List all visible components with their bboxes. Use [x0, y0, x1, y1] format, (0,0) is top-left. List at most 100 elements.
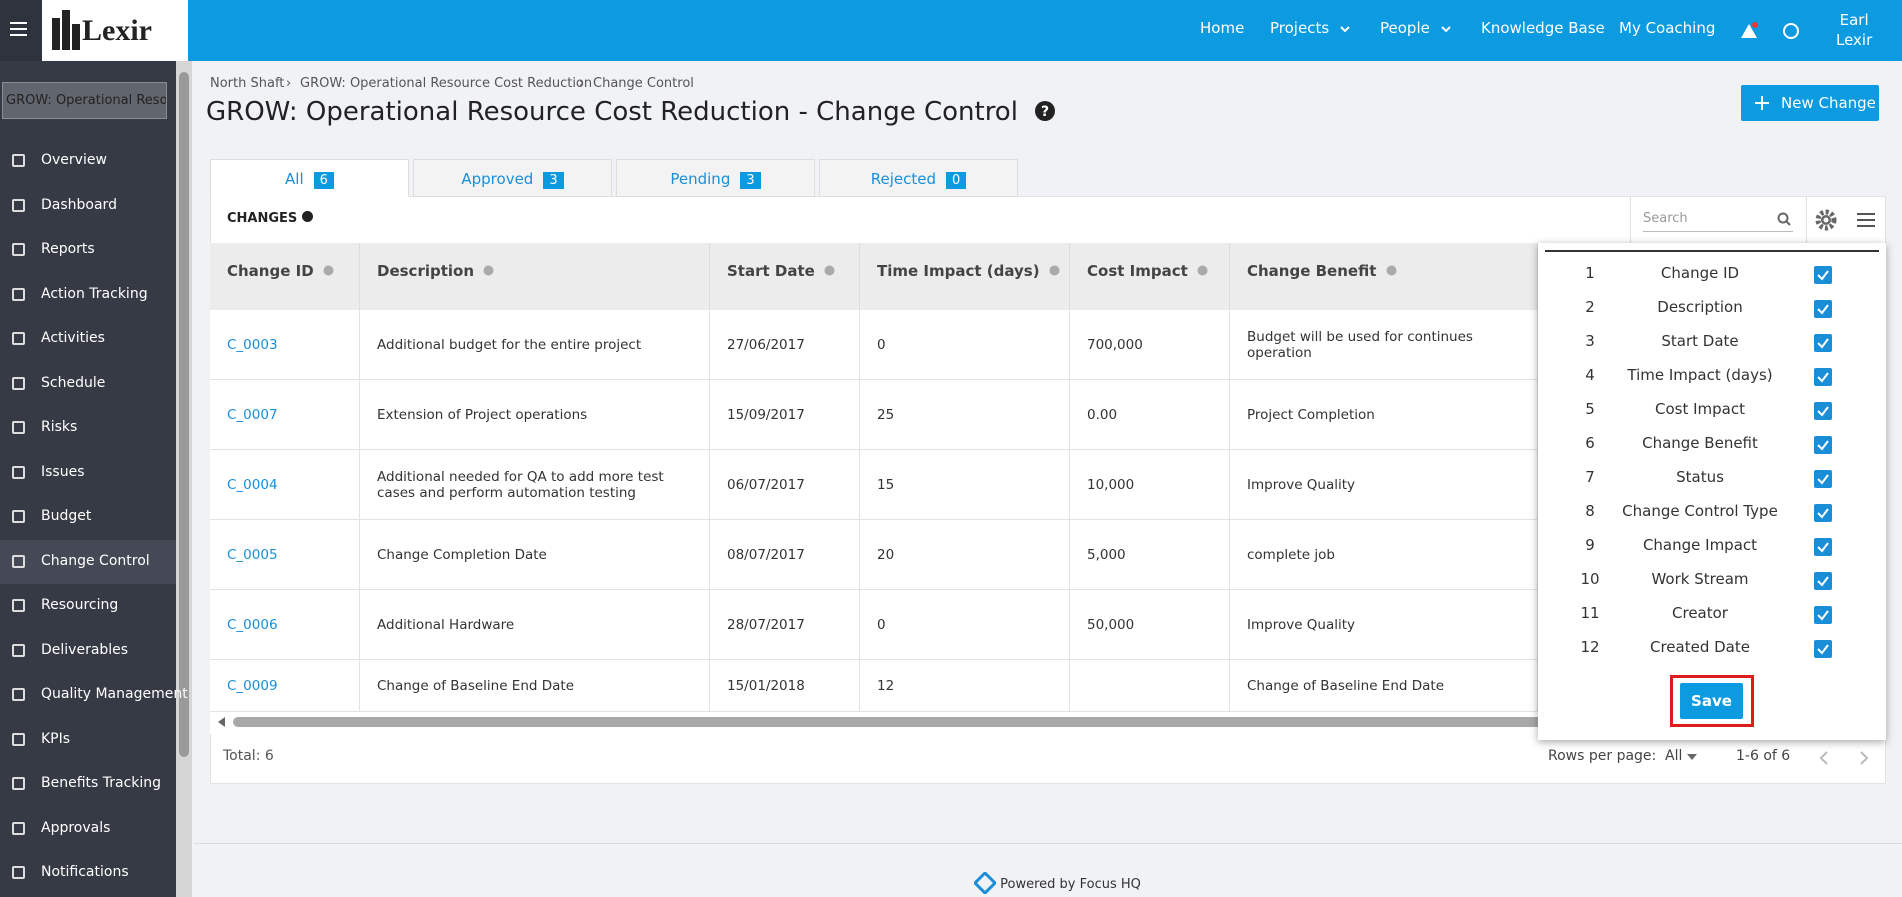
tab[interactable]: Pending 3: [616, 159, 815, 197]
settings-button[interactable]: [1815, 209, 1837, 235]
table-search[interactable]: Search: [1643, 207, 1793, 232]
sidebar-icon: [12, 643, 25, 657]
tab-label: Approved: [461, 170, 534, 188]
sidebar-item[interactable]: Schedule: [0, 362, 176, 406]
cell-text: 15/01/2018: [727, 677, 805, 694]
tab[interactable]: Approved 3: [413, 159, 612, 197]
column-name: Creator: [1672, 604, 1728, 622]
sidebar-item[interactable]: Dashboard: [0, 184, 176, 228]
sidebar-scroll-thumb[interactable]: [179, 72, 189, 757]
tab-count: 3: [740, 172, 761, 189]
sidebar-item[interactable]: Approvals: [0, 807, 176, 851]
cell-text: Change of Baseline End Date: [1247, 677, 1445, 694]
sidebar-icon: [12, 732, 25, 746]
column-checkbox[interactable]: [1814, 504, 1832, 522]
nav-link[interactable]: My Coaching: [1619, 19, 1715, 37]
rows-per-page-select[interactable]: All: [1665, 748, 1697, 764]
scroll-left-arrow[interactable]: [218, 717, 226, 727]
sidebar-item[interactable]: Issues: [0, 451, 176, 495]
sidebar-label: Quality Management: [41, 686, 188, 702]
sidebar-label: Action Tracking: [41, 285, 148, 302]
change-id-link[interactable]: C_0004: [227, 476, 278, 493]
info-icon[interactable]: [301, 211, 313, 222]
tab-label: Pending: [670, 170, 731, 188]
cell-text: Project Completion: [1247, 406, 1375, 423]
help-icon[interactable]: ?: [1034, 100, 1056, 122]
column-checkbox[interactable]: [1814, 470, 1832, 488]
tab[interactable]: Rejected 0: [819, 159, 1018, 197]
change-id-link[interactable]: C_0007: [227, 406, 278, 423]
column-checkbox[interactable]: [1814, 538, 1832, 556]
table-cell: C_0009: [210, 660, 360, 712]
cell-text: Additional needed for QA to add more tes…: [377, 468, 664, 501]
breadcrumb-item[interactable]: GROW: Operational Resource Cost Reductio…: [300, 76, 593, 91]
sidebar-item[interactable]: Notifications: [0, 851, 176, 895]
table-cell: 28/07/2017: [710, 590, 860, 660]
nav-link[interactable]: People: [1380, 19, 1451, 37]
alert-icon[interactable]: [1740, 22, 1758, 44]
change-id-link[interactable]: C_0006: [227, 616, 278, 633]
column-checkbox[interactable]: [1814, 402, 1832, 420]
column-checkbox[interactable]: [1814, 266, 1832, 284]
tab[interactable]: All 6: [210, 159, 409, 197]
user-menu[interactable]: Earl Lexir: [1836, 10, 1872, 50]
sidebar-item[interactable]: Reports: [0, 228, 176, 272]
column-checkbox[interactable]: [1814, 640, 1832, 658]
sidebar-label: KPIs: [41, 730, 71, 747]
info-icon[interactable]: [483, 265, 494, 276]
column-name: Description: [1657, 298, 1743, 316]
sidebar-item[interactable]: Resourcing: [0, 584, 176, 628]
column-checkbox[interactable]: [1814, 300, 1832, 318]
column-header[interactable]: Time Impact (days): [860, 243, 1070, 310]
sidebar-item[interactable]: KPIs: [0, 718, 176, 762]
project-search[interactable]: GROW: Operational Resource Cost Reductio…: [2, 82, 167, 119]
info-icon[interactable]: [1197, 265, 1208, 276]
menu-button[interactable]: [0, 0, 42, 61]
breadcrumb-item[interactable]: North Shaft: [210, 76, 285, 91]
change-id-link[interactable]: C_0009: [227, 677, 278, 694]
new-change-button[interactable]: New Change: [1741, 85, 1879, 121]
prev-page[interactable]: [1819, 750, 1829, 769]
sidebar-item[interactable]: Benefits Tracking: [0, 762, 176, 806]
alert-glyph: [1741, 22, 1758, 38]
cell-text: 10,000: [1087, 476, 1135, 493]
logo[interactable]: Lexir: [42, 0, 188, 61]
save-button[interactable]: Save: [1680, 683, 1743, 719]
nav-link[interactable]: Projects: [1270, 19, 1350, 37]
sidebar-item[interactable]: Quality Management: [0, 673, 188, 717]
column-header[interactable]: Description: [360, 243, 710, 310]
info-icon[interactable]: [323, 265, 334, 276]
info-icon[interactable]: [1049, 265, 1060, 276]
sidebar-item[interactable]: Activities: [0, 317, 176, 361]
sidebar-item[interactable]: Budget: [0, 495, 176, 539]
column-header[interactable]: Cost Impact: [1070, 243, 1230, 310]
scroll-thumb[interactable]: [233, 717, 1588, 727]
sidebar-label: Change Control: [41, 552, 150, 569]
column-checkbox[interactable]: [1814, 572, 1832, 590]
column-header[interactable]: Change Benefit: [1230, 243, 1538, 310]
sidebar-item[interactable]: Overview: [0, 139, 176, 183]
column-header[interactable]: Start Date: [710, 243, 860, 310]
column-checkbox[interactable]: [1814, 606, 1832, 624]
sidebar-item[interactable]: Deliverables: [0, 629, 176, 673]
next-page[interactable]: [1859, 750, 1869, 769]
nav-link[interactable]: Home: [1200, 19, 1244, 37]
language-icon[interactable]: [1782, 22, 1800, 44]
info-icon[interactable]: [1386, 265, 1397, 276]
info-icon[interactable]: [824, 265, 835, 276]
sidebar-item[interactable]: Risks: [0, 406, 176, 450]
columns-menu-button[interactable]: [1856, 211, 1876, 233]
sidebar-label: Resourcing: [41, 597, 119, 613]
change-id-link[interactable]: C_0003: [227, 336, 278, 353]
sidebar-item[interactable]: Change Control: [0, 539, 176, 584]
table-cell: 25: [860, 380, 1070, 450]
sidebar-icon: [12, 510, 25, 523]
column-checkbox[interactable]: [1814, 334, 1832, 352]
column-checkbox[interactable]: [1814, 436, 1832, 454]
column-header[interactable]: Change ID: [210, 243, 360, 310]
table-cell: 12: [860, 660, 1070, 712]
sidebar-item[interactable]: Action Tracking: [0, 273, 176, 317]
column-checkbox[interactable]: [1814, 368, 1832, 386]
nav-link[interactable]: Knowledge Base: [1481, 19, 1605, 37]
change-id-link[interactable]: C_0005: [227, 546, 278, 563]
